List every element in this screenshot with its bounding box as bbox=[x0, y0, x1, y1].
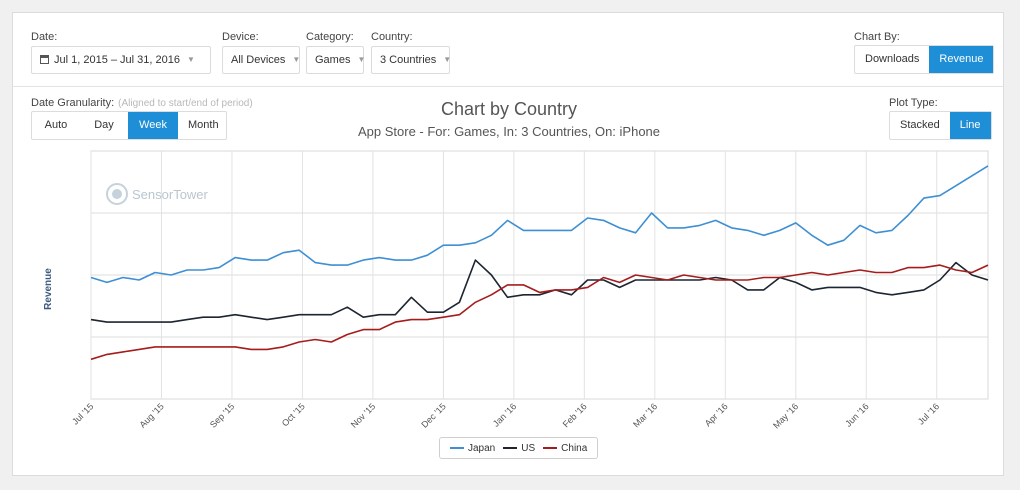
category-value: Games bbox=[315, 54, 351, 66]
series-line-japan bbox=[90, 165, 989, 284]
caret-down-icon: ▼ bbox=[443, 55, 452, 64]
chart-title: Chart by Country bbox=[440, 99, 578, 119]
chart-subtitle: App Store - For: Games, In: 3 Countries,… bbox=[357, 124, 661, 139]
divider bbox=[13, 86, 1003, 87]
chart-legend: Japan US China bbox=[439, 437, 599, 459]
x-tick-label: Mar '16 bbox=[631, 401, 659, 429]
chart-by-revenue-button[interactable]: Revenue bbox=[929, 46, 994, 73]
caret-down-icon: ▼ bbox=[186, 55, 195, 64]
granularity-hint: (Aligned to start/end of period) bbox=[118, 98, 253, 109]
series-lines bbox=[90, 165, 989, 361]
date-label: Date: bbox=[31, 31, 58, 43]
plot-type-label: Plot Type: bbox=[889, 97, 938, 109]
series-line-china bbox=[90, 264, 989, 361]
x-tick-label: Feb '16 bbox=[561, 401, 589, 429]
device-label: Device: bbox=[222, 31, 259, 43]
x-axis-ticks: Jul '15 Aug '15 Sep '15 Oct '15 Nov '15 Dec '… bbox=[70, 401, 941, 430]
legend-swatch-us bbox=[503, 447, 518, 449]
line-chart: SensorTower Revenue Jul '15 Aug '15 Sep '1… bbox=[43, 150, 989, 431]
date-range-value: Jul 1, 2015 – Jul 31, 2016 bbox=[54, 54, 180, 66]
legend-label-us: US bbox=[521, 442, 536, 454]
device-value: All Devices bbox=[231, 54, 286, 66]
caret-down-icon: ▼ bbox=[292, 55, 301, 64]
x-tick-label: Aug '15 bbox=[137, 401, 165, 429]
plot-type-stacked-button[interactable]: Stacked bbox=[900, 119, 940, 131]
legend-item-japan[interactable]: Japan bbox=[450, 443, 495, 454]
device-dropdown[interactable]: All Devices ▼ bbox=[222, 46, 300, 74]
granularity-label: Date Granularity: (Aligned to start/end o… bbox=[31, 97, 253, 109]
category-dropdown[interactable]: Games ▼ bbox=[306, 46, 366, 74]
x-tick-label: Jul '15 bbox=[70, 401, 95, 426]
date-range-dropdown[interactable]: Jul 1, 2015 – Jul 31, 2016 ▼ bbox=[31, 46, 211, 74]
x-tick-label: Apr '16 bbox=[703, 401, 730, 428]
legend-item-us[interactable]: US bbox=[503, 443, 535, 454]
granularity-month-button[interactable]: Month bbox=[188, 119, 219, 131]
plot-type-line-button[interactable]: Line bbox=[949, 112, 991, 139]
chart-by-downloads-button[interactable]: Downloads bbox=[865, 53, 920, 65]
x-tick-label: Nov '15 bbox=[349, 401, 377, 429]
legend-swatch-china bbox=[543, 447, 558, 449]
category-label: Category: bbox=[306, 31, 354, 43]
legend-item-china[interactable]: China bbox=[543, 443, 587, 454]
granularity-auto-button[interactable]: Auto bbox=[44, 119, 68, 131]
legend-label-japan: Japan bbox=[468, 442, 496, 454]
granularity-week-button[interactable]: Week bbox=[128, 112, 178, 139]
chart-by-label: Chart By: bbox=[854, 31, 900, 43]
plot-type-toggle: Stacked Line bbox=[889, 111, 992, 140]
granularity-day-button[interactable]: Day bbox=[94, 119, 114, 131]
sensortower-logo-icon: SensorTower bbox=[106, 183, 209, 205]
chart-by-toggle: Downloads Revenue bbox=[854, 45, 995, 74]
country-label: Country: bbox=[371, 31, 413, 43]
legend-swatch-japan bbox=[450, 447, 464, 449]
grid bbox=[90, 150, 989, 400]
x-tick-label: Jan '16 bbox=[491, 401, 518, 428]
caret-down-icon: ▼ bbox=[357, 55, 366, 64]
country-dropdown[interactable]: 3 Countries ▼ bbox=[371, 46, 452, 74]
chart-panel: Date: Jul 1, 2015 – Jul 31, 2016 ▼ Device… bbox=[12, 12, 1004, 476]
x-tick-label: Sep '15 bbox=[208, 401, 236, 429]
x-tick-label: Oct '15 bbox=[280, 401, 307, 428]
watermark-text: SensorTower bbox=[132, 187, 209, 202]
granularity-toggle: Auto Day Week Month bbox=[31, 111, 227, 140]
x-tick-label: May '16 bbox=[771, 401, 800, 430]
calendar-icon bbox=[40, 55, 49, 64]
legend-label-china: China bbox=[561, 442, 588, 454]
x-tick-label: Dec '15 bbox=[419, 401, 447, 429]
y-axis-label: Revenue bbox=[43, 268, 54, 310]
x-tick-label: Jul '16 bbox=[916, 401, 941, 426]
x-tick-label: Jun '16 bbox=[843, 401, 870, 428]
series-line-us bbox=[90, 259, 989, 323]
country-value: 3 Countries bbox=[380, 54, 437, 66]
